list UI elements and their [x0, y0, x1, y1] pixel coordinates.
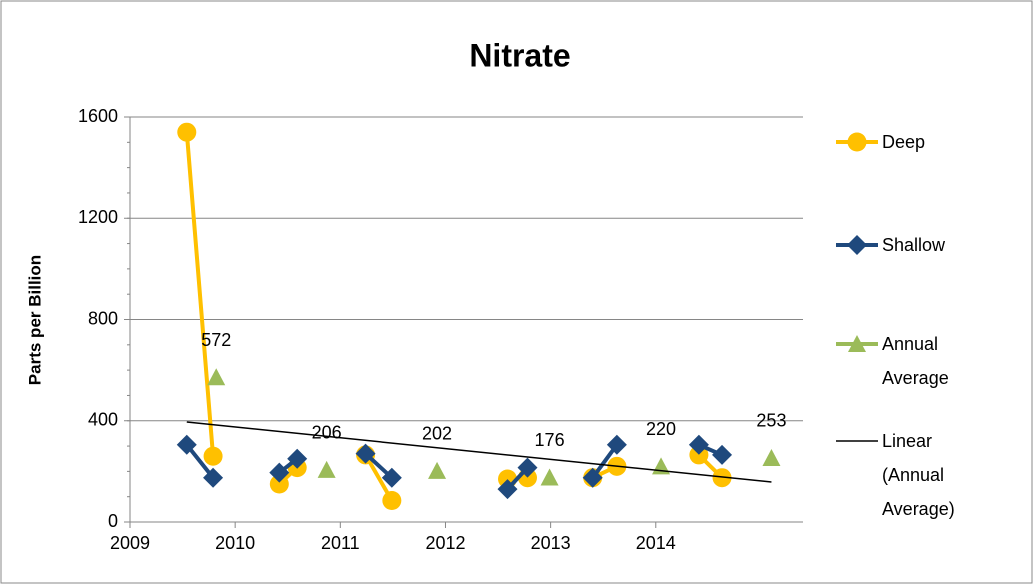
series-line [185, 442, 723, 491]
data-label: 220 [646, 419, 676, 439]
marker-circle [689, 445, 709, 465]
marker-diamond [517, 457, 538, 478]
marker-diamond [688, 434, 709, 455]
y-tick-label: 800 [88, 308, 118, 328]
y-axis-label: Parts per Billion [25, 255, 44, 385]
marker-diamond [269, 462, 290, 483]
marker-diamond [847, 235, 867, 255]
y-tick-label: 0 [108, 511, 118, 531]
marker-diamond [606, 434, 627, 455]
data-label: 253 [756, 411, 786, 431]
marker-diamond [712, 444, 733, 465]
legend-label: Shallow [882, 235, 946, 255]
chart-title: Nitrate [469, 37, 570, 73]
marker-triangle [848, 335, 866, 352]
marker-circle [177, 122, 197, 142]
marker-triangle [428, 461, 447, 479]
data-label: 206 [312, 423, 342, 443]
x-tick-label: 2011 [321, 533, 360, 553]
marker-diamond [355, 443, 376, 464]
marker-circle [269, 474, 289, 494]
series-line [186, 421, 772, 483]
legend-label: Linear (Annual Average) [882, 431, 955, 519]
data-label: 176 [535, 430, 565, 450]
data-label: 202 [422, 424, 452, 444]
marker-diamond [582, 467, 603, 488]
marker-triangle [762, 448, 781, 466]
marker-diamond [203, 467, 224, 488]
x-tick-label: 2010 [215, 533, 255, 553]
legend-label: Annual Average [882, 334, 949, 388]
marker-diamond [287, 448, 308, 469]
x-tick-label: 2013 [531, 533, 571, 553]
marker-circle [712, 468, 732, 488]
x-tick-label: 2009 [110, 533, 150, 553]
y-tick-label: 1600 [78, 106, 118, 126]
y-tick-label: 400 [88, 410, 118, 430]
marker-diamond [497, 479, 518, 500]
marker-diamond [381, 467, 402, 488]
marker-circle [847, 132, 867, 152]
y-tick-label: 1200 [78, 207, 118, 227]
marker-triangle [540, 468, 559, 486]
marker-diamond [176, 434, 197, 455]
x-tick-label: 2014 [636, 533, 676, 553]
legend-label: Deep [882, 132, 926, 152]
marker-triangle [317, 460, 336, 478]
marker-triangle [207, 368, 226, 386]
x-tick-label: 2012 [425, 533, 465, 553]
data-label: 572 [201, 330, 231, 350]
marker-circle [382, 490, 402, 510]
marker-circle [203, 446, 223, 466]
